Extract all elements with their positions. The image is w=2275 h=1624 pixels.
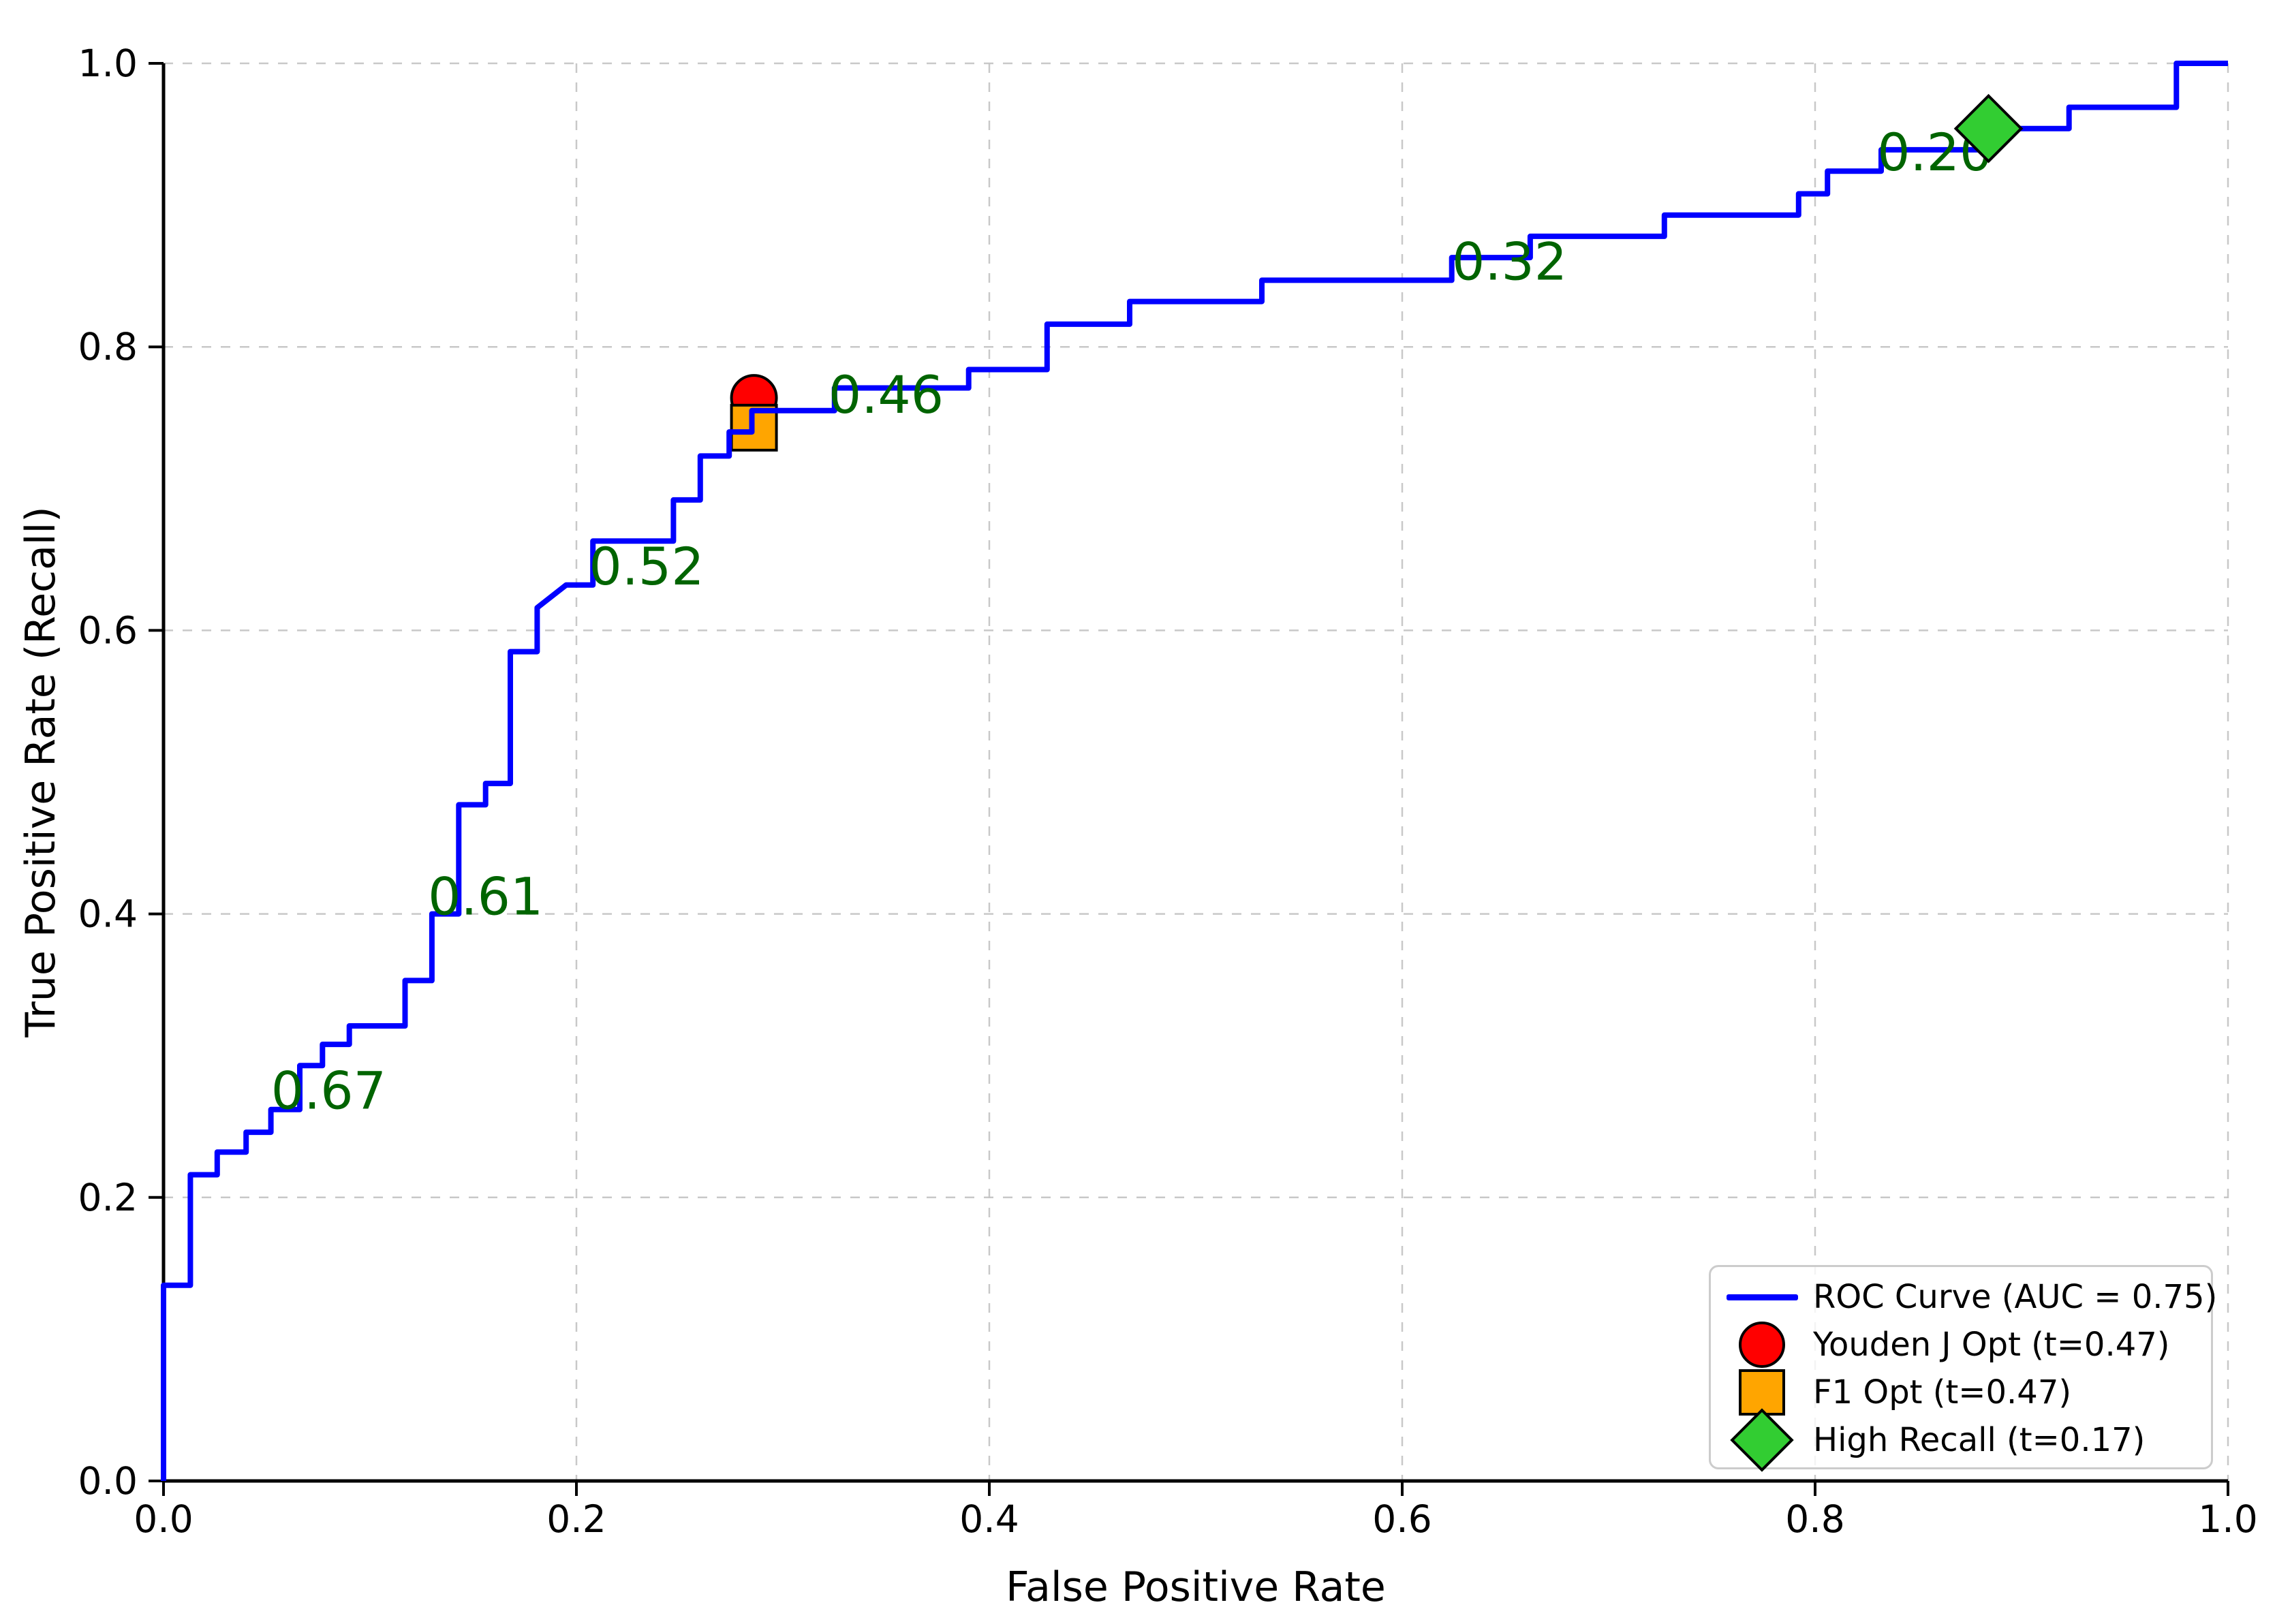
threshold-annotation: 0.46 (829, 364, 944, 425)
roc-line-icon (1711, 1294, 1813, 1300)
x-axis-label: False Positive Rate (1006, 1563, 1386, 1611)
y-tick-label: 0.2 (78, 1176, 138, 1219)
legend-item-roc-curve: ROC Curve (AUC = 0.75) (1711, 1273, 2217, 1321)
roc-curve-path (161, 61, 2228, 1481)
x-tick-label: 0.0 (134, 1497, 193, 1541)
legend-item-high-recall: High Recall (t=0.17) (1711, 1408, 2211, 1472)
legend-item-f1: F1 Opt (t=0.47) (1711, 1369, 2211, 1416)
threshold-annotation: 0.32 (1452, 231, 1567, 292)
x-tick-label: 1.0 (2198, 1497, 2257, 1541)
x-tick-label: 0.2 (546, 1497, 606, 1541)
y-tick-label: 0.6 (78, 608, 138, 652)
y-axis-label: True Positive Rate (Recall) (17, 506, 65, 1037)
x-tick-label: 0.6 (1372, 1497, 1431, 1541)
threshold-annotation: 0.52 (589, 536, 704, 597)
legend-item-youden: Youden J Opt (t=0.47) (1711, 1321, 2211, 1369)
y-tick-label: 0.8 (78, 325, 138, 369)
threshold-annotation: 0.67 (271, 1061, 386, 1121)
y-tick-label: 0.4 (78, 892, 138, 936)
legend-item-label: ROC Curve (AUC = 0.75) (1813, 1278, 2218, 1316)
legend-item-label: Youden J Opt (t=0.47) (1813, 1326, 2170, 1364)
y-tick-label: 0.0 (78, 1459, 138, 1503)
high-recall-marker (1953, 93, 2024, 163)
green-diamond-icon (1711, 1408, 1813, 1472)
y-tick-label: 1.0 (78, 42, 138, 85)
red-circle-icon (1711, 1322, 1813, 1368)
threshold-annotation: 0.61 (428, 866, 543, 927)
x-tick-label: 0.8 (1785, 1497, 1844, 1541)
legend: ROC Curve (AUC = 0.75) Youden J Opt (t=0… (1709, 1265, 2217, 1472)
legend-item-label: F1 Opt (t=0.47) (1813, 1373, 2072, 1411)
legend-item-label: High Recall (t=0.17) (1813, 1421, 2146, 1459)
x-tick-label: 0.4 (959, 1497, 1019, 1541)
